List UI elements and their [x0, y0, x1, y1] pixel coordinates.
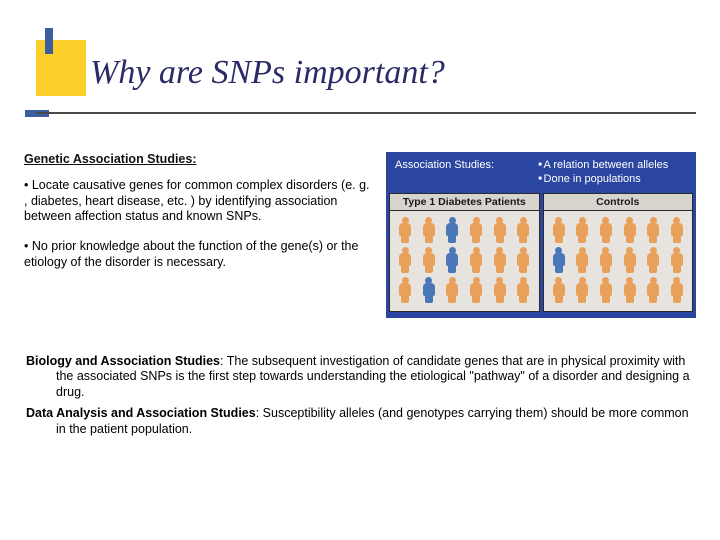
person-icon: [575, 277, 589, 303]
person-icon: [552, 217, 566, 243]
person-icon: [516, 217, 530, 243]
person-icon: [469, 217, 483, 243]
bottom-text-block: Biology and Association Studies: The sub…: [24, 354, 696, 438]
title-region: Why are SNPs important?: [24, 12, 696, 142]
association-figure: Association Studies: A relation between …: [386, 152, 696, 318]
person-icon: [646, 277, 660, 303]
content-row: Genetic Association Studies: • Locate ca…: [24, 152, 696, 318]
person-icon: [516, 277, 530, 303]
person-icon: [575, 217, 589, 243]
person-icon: [422, 247, 436, 273]
bottom-para-2: Data Analysis and Association Studies: S…: [26, 406, 690, 437]
person-icon: [552, 247, 566, 273]
person-icon: [623, 277, 637, 303]
person-icon: [670, 277, 684, 303]
person-icon: [445, 277, 459, 303]
person-icon: [422, 277, 436, 303]
panel-patients-title: Type 1 Diabetes Patients: [390, 194, 539, 211]
panel-controls: Controls: [543, 193, 694, 312]
person-icon: [398, 247, 412, 273]
person-icon: [493, 277, 507, 303]
people-grid-patients: [390, 211, 539, 311]
panel-patients: Type 1 Diabetes Patients: [389, 193, 540, 312]
person-icon: [469, 247, 483, 273]
person-icon: [469, 277, 483, 303]
bottom-tag-2: Data Analysis and Association Studies: [26, 406, 256, 420]
accent-bar-vertical: [45, 28, 53, 54]
figure-header: Association Studies: A relation between …: [389, 155, 693, 193]
panel-controls-title: Controls: [544, 194, 693, 211]
person-icon: [623, 247, 637, 273]
slide: Why are SNPs important? Genetic Associat…: [0, 0, 720, 540]
person-icon: [516, 247, 530, 273]
bottom-tag-1: Biology and Association Studies: [26, 354, 220, 368]
figure-bullet-b: Done in populations: [538, 173, 641, 185]
person-icon: [445, 217, 459, 243]
person-icon: [670, 247, 684, 273]
person-icon: [445, 247, 459, 273]
person-icon: [646, 217, 660, 243]
person-icon: [398, 277, 412, 303]
section-subhead: Genetic Association Studies:: [24, 152, 372, 166]
person-icon: [599, 217, 613, 243]
figure-bullet-a: A relation between alleles: [538, 159, 668, 171]
person-icon: [422, 217, 436, 243]
figure-bullets: A relation between alleles Done in popul…: [538, 159, 687, 187]
person-icon: [646, 247, 660, 273]
person-icon: [670, 217, 684, 243]
left-column: Genetic Association Studies: • Locate ca…: [24, 152, 372, 318]
person-icon: [623, 217, 637, 243]
person-icon: [398, 217, 412, 243]
person-icon: [493, 217, 507, 243]
figure-label: Association Studies:: [395, 159, 530, 187]
accent-square-yellow: [36, 40, 86, 96]
bullet-1: • Locate causative genes for common comp…: [24, 178, 372, 225]
person-icon: [575, 247, 589, 273]
person-icon: [599, 277, 613, 303]
bullet-2: • No prior knowledge about the function …: [24, 239, 372, 270]
figure-panels: Type 1 Diabetes Patients Controls: [389, 193, 693, 315]
title-underline: [36, 112, 696, 114]
people-grid-controls: [544, 211, 693, 311]
person-icon: [599, 247, 613, 273]
bottom-para-1: Biology and Association Studies: The sub…: [26, 354, 690, 401]
person-icon: [552, 277, 566, 303]
person-icon: [493, 247, 507, 273]
slide-title: Why are SNPs important?: [90, 54, 445, 92]
